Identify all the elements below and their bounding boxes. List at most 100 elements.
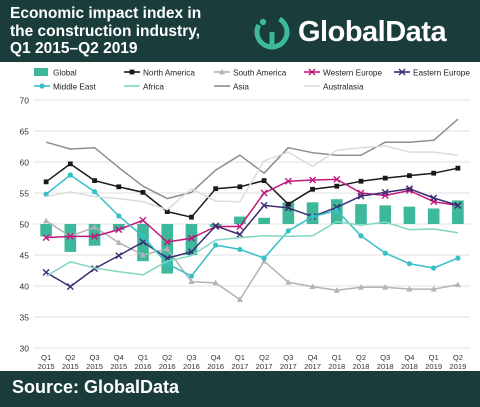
point-western-europe bbox=[115, 226, 123, 234]
x-tick-label-quarter: Q2 bbox=[65, 353, 75, 362]
x-tick-label-quarter: Q1 bbox=[429, 353, 439, 362]
y-tick-label: 70 bbox=[20, 96, 30, 106]
point-eastern-europe bbox=[260, 201, 268, 209]
legend-label-south-america: South America bbox=[233, 69, 287, 78]
point-middle-east bbox=[43, 191, 49, 197]
series-line-western-europe bbox=[46, 178, 459, 243]
point-south-america bbox=[430, 285, 437, 292]
bar-global bbox=[306, 202, 319, 224]
x-tick-label-year: 2018 bbox=[377, 362, 394, 370]
x-tick-label-year: 2015 bbox=[86, 362, 103, 370]
x-tick-label-quarter: Q4 bbox=[307, 353, 317, 362]
point-north-america bbox=[285, 201, 291, 207]
point-middle-east bbox=[285, 228, 291, 234]
chart-area: Global North America South America Western … bbox=[0, 62, 480, 371]
point-eastern-europe bbox=[357, 192, 365, 200]
point-south-america bbox=[406, 285, 413, 292]
y-tick-label: 55 bbox=[20, 189, 30, 199]
legend-swatch-global bbox=[34, 68, 48, 76]
point-eastern-europe bbox=[405, 185, 413, 193]
x-tick-label-quarter: Q2 bbox=[453, 353, 463, 362]
point-south-america bbox=[358, 284, 364, 290]
y-tick-label: 35 bbox=[20, 313, 30, 323]
bar-global bbox=[258, 217, 270, 224]
bar-global bbox=[355, 204, 367, 224]
point-south-america bbox=[309, 283, 316, 290]
point-north-america bbox=[455, 165, 461, 171]
x-tick-label-year: 2017 bbox=[256, 362, 273, 370]
series-line-australasia bbox=[45, 145, 458, 211]
bar-global bbox=[282, 202, 295, 224]
point-middle-east bbox=[116, 213, 122, 219]
x-tick-label-quarter: Q4 bbox=[211, 353, 221, 362]
point-south-america bbox=[261, 258, 268, 264]
legend-label-asia: Asia bbox=[233, 83, 249, 92]
point-north-america bbox=[407, 173, 412, 179]
point-western-europe bbox=[91, 232, 99, 240]
legend-marker-eastern-europe bbox=[398, 68, 406, 76]
x-tick-label-quarter: Q2 bbox=[259, 353, 269, 362]
series-line-eastern-europe bbox=[45, 187, 459, 288]
y-tick-label: 30 bbox=[20, 344, 30, 354]
point-middle-east bbox=[406, 261, 413, 267]
bar-global bbox=[112, 224, 125, 231]
point-south-america bbox=[285, 279, 292, 285]
bar-global bbox=[185, 224, 198, 255]
point-north-america bbox=[189, 214, 194, 220]
y-tick-label: 60 bbox=[20, 158, 30, 168]
globaldata-logo: GlobalData bbox=[252, 10, 474, 54]
point-middle-east bbox=[382, 250, 388, 256]
bar-global bbox=[379, 205, 392, 224]
x-tick-label-quarter: Q3 bbox=[89, 353, 99, 362]
point-eastern-europe bbox=[236, 231, 244, 239]
point-middle-east bbox=[140, 233, 146, 239]
x-tick-label-quarter: Q1 bbox=[235, 353, 245, 362]
point-middle-east bbox=[67, 172, 73, 178]
bar-global bbox=[403, 206, 416, 224]
line-chart: Global North America South America Western … bbox=[20, 68, 470, 371]
x-tick-label-year: 2017 bbox=[304, 362, 321, 370]
point-south-america bbox=[115, 239, 122, 245]
point-eastern-europe bbox=[212, 222, 220, 230]
legend-label-middle-east: Middle East bbox=[53, 83, 97, 92]
point-north-america bbox=[431, 170, 437, 176]
legend-label-australasia: Australasia bbox=[323, 83, 364, 92]
point-south-america bbox=[43, 217, 50, 224]
x-tick-label-year: 2016 bbox=[159, 362, 176, 370]
point-south-america bbox=[454, 281, 461, 288]
point-eastern-europe bbox=[139, 238, 147, 246]
x-tick-label-quarter: Q4 bbox=[114, 353, 124, 362]
point-middle-east bbox=[91, 189, 98, 195]
point-middle-east bbox=[309, 213, 316, 220]
x-tick-label-year: 2016 bbox=[207, 362, 224, 370]
x-tick-label-quarter: Q1 bbox=[138, 353, 148, 362]
point-north-america bbox=[237, 184, 243, 190]
footer-bar: Source: GlobalData bbox=[0, 371, 480, 407]
x-tick-label-quarter: Q4 bbox=[404, 353, 414, 362]
point-north-america bbox=[164, 209, 170, 214]
point-eastern-europe bbox=[284, 204, 292, 212]
point-middle-east bbox=[237, 246, 243, 253]
x-tick-label-year: 2018 bbox=[401, 362, 418, 370]
legend-label-global: Global bbox=[53, 69, 77, 78]
point-middle-east bbox=[358, 233, 364, 239]
x-tick-label-year: 2015 bbox=[110, 362, 127, 370]
point-middle-east bbox=[334, 207, 340, 213]
x-tick-label-year: 2018 bbox=[353, 362, 370, 370]
series-line-north-america bbox=[45, 163, 459, 218]
series-line-middle-east bbox=[45, 174, 459, 277]
y-tick-label: 65 bbox=[20, 127, 30, 137]
x-tick-label-quarter: Q3 bbox=[380, 353, 390, 362]
point-north-america bbox=[334, 183, 340, 189]
y-tick-label: 45 bbox=[20, 251, 30, 261]
point-north-america bbox=[43, 179, 49, 185]
x-tick-label-quarter: Q2 bbox=[162, 353, 172, 362]
legend-label-western-europe: Western Europe bbox=[323, 69, 382, 78]
legend-label-eastern-europe: Eastern Europe bbox=[413, 69, 470, 78]
point-western-europe bbox=[309, 176, 317, 184]
point-middle-east bbox=[213, 242, 219, 248]
point-western-europe bbox=[284, 177, 292, 185]
x-tick-label-year: 2019 bbox=[449, 362, 466, 370]
legend-label-africa: Africa bbox=[143, 83, 164, 92]
point-north-america bbox=[140, 189, 146, 195]
